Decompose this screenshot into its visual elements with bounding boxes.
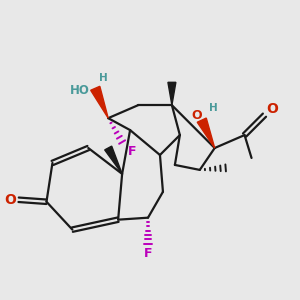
Text: F: F xyxy=(144,247,152,260)
Polygon shape xyxy=(197,118,215,148)
Text: H: H xyxy=(209,103,218,113)
Polygon shape xyxy=(91,86,108,118)
Polygon shape xyxy=(168,82,176,105)
Text: HO: HO xyxy=(69,84,89,97)
Text: O: O xyxy=(266,102,278,116)
Text: O: O xyxy=(191,109,202,122)
Polygon shape xyxy=(105,146,122,174)
Text: H: H xyxy=(99,73,108,83)
Text: F: F xyxy=(128,146,136,158)
Text: O: O xyxy=(5,193,16,207)
